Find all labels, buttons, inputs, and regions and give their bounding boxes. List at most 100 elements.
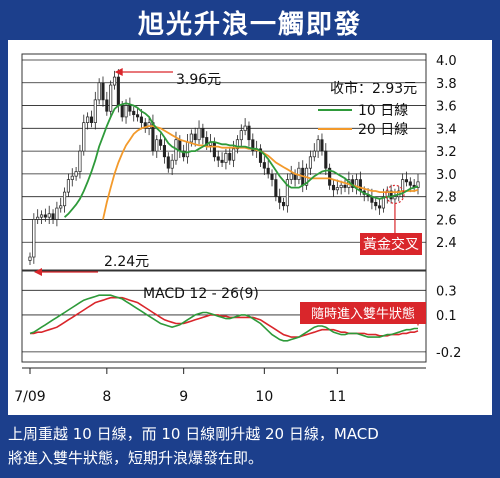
x-tick-label: 9 bbox=[179, 389, 188, 405]
close-price-label: 收市：2.93元 bbox=[330, 80, 417, 97]
candle-body bbox=[278, 196, 282, 203]
candle-body bbox=[216, 156, 220, 161]
candle-body bbox=[159, 139, 163, 146]
candle-body bbox=[239, 130, 243, 141]
candle-body bbox=[120, 105, 124, 118]
caption-line-1: 上周重越 10 日線，而 10 日線剛升越 20 日線，MACD bbox=[8, 425, 379, 443]
candle-body bbox=[116, 76, 120, 106]
low-price-label: 2.24元 bbox=[104, 254, 149, 270]
caption-line-2: 將進入雙牛狀態，短期升浪爆發在即。 bbox=[8, 449, 264, 467]
candle-body bbox=[66, 179, 70, 193]
candle-body bbox=[105, 99, 109, 112]
price-y-tick: 3.0 bbox=[436, 168, 457, 183]
candle-body bbox=[328, 167, 332, 186]
candle-body bbox=[243, 125, 247, 131]
candle-body bbox=[251, 139, 255, 152]
candle-body bbox=[101, 82, 105, 101]
candle-body bbox=[86, 116, 90, 123]
candle-body bbox=[166, 156, 170, 169]
candle-body bbox=[70, 175, 74, 180]
x-tick-label: 8 bbox=[102, 389, 111, 405]
price-y-tick: 4.0 bbox=[436, 54, 457, 69]
high-arrow-head bbox=[114, 68, 123, 76]
candle-body bbox=[128, 105, 132, 112]
candle-body bbox=[74, 171, 78, 177]
macd-annotation-label: 隨時進入雙牛狀態 bbox=[311, 306, 415, 322]
candle-body bbox=[289, 173, 293, 180]
candle-body bbox=[155, 139, 159, 152]
candle-body bbox=[51, 213, 55, 220]
candle-body bbox=[339, 184, 343, 188]
candle-body bbox=[324, 150, 328, 169]
candle-body bbox=[316, 139, 320, 152]
candle-body bbox=[228, 153, 232, 161]
candle-body bbox=[220, 159, 224, 163]
candle-body bbox=[343, 184, 347, 188]
candle-body bbox=[389, 190, 393, 200]
candle-body bbox=[93, 99, 97, 123]
caption: 上周重越 10 日線，而 10 日線剛升越 20 日線，MACD 將進入雙牛狀態… bbox=[8, 422, 492, 470]
candle-body bbox=[36, 216, 40, 220]
candle-body bbox=[285, 179, 289, 207]
high-price-label: 3.96元 bbox=[176, 72, 221, 88]
candle-body bbox=[162, 145, 167, 158]
candle-body bbox=[47, 213, 51, 218]
candle-body bbox=[205, 137, 209, 146]
candle-body bbox=[266, 167, 270, 175]
candle-body bbox=[401, 179, 405, 192]
candle-body bbox=[32, 219, 36, 258]
candle-body bbox=[189, 133, 193, 143]
candle-body bbox=[404, 179, 409, 183]
macd-title: MACD 12 - 26(9) bbox=[143, 286, 259, 302]
price-y-tick: 3.6 bbox=[436, 100, 457, 115]
candle-body bbox=[197, 127, 201, 141]
macd-y-tick: -0.2 bbox=[436, 346, 461, 361]
chart-area: 4.0 3.8 3.6 3.4 3.2 3.0 2.8 2.6 2.4 0.3 0.1 -0.2 7/0… bbox=[8, 40, 492, 415]
candle-body bbox=[55, 207, 59, 220]
candle-body bbox=[270, 173, 274, 180]
macd-annotation-box bbox=[300, 302, 426, 324]
candle-body bbox=[124, 105, 128, 118]
legend-label: 20 日線 bbox=[358, 122, 408, 138]
legend-label: 10 日線 bbox=[358, 103, 408, 119]
candle-body bbox=[143, 122, 147, 129]
candle-body bbox=[335, 187, 339, 191]
price-panel-border bbox=[21, 53, 427, 272]
candle-body bbox=[224, 153, 228, 163]
price-y-tick: 3.8 bbox=[436, 77, 457, 92]
price-y-tick: 2.4 bbox=[436, 236, 457, 251]
candle-body bbox=[320, 139, 324, 152]
candle-body bbox=[358, 179, 362, 192]
candle-body bbox=[331, 184, 336, 191]
low-arrow-head bbox=[34, 268, 42, 276]
candle-body bbox=[212, 141, 216, 158]
candle-body bbox=[170, 159, 174, 169]
candle-body bbox=[39, 214, 44, 218]
candle-body bbox=[28, 256, 32, 261]
candle-body bbox=[262, 162, 266, 169]
candle-body bbox=[182, 150, 186, 158]
candle-body bbox=[136, 114, 140, 118]
candle-body bbox=[393, 196, 397, 200]
candle-body bbox=[132, 110, 136, 116]
candle-body bbox=[258, 148, 263, 163]
candle-body bbox=[312, 150, 316, 158]
price-y-tick: 3.4 bbox=[436, 122, 457, 137]
macd-y-tick: 0.1 bbox=[436, 309, 457, 324]
candle-body bbox=[374, 202, 378, 207]
candle-body bbox=[378, 205, 382, 209]
golden-cross-label: 黃金交叉 bbox=[363, 236, 419, 253]
chart-title: 旭光升浪一觸即發 bbox=[137, 10, 362, 40]
candle-body bbox=[43, 214, 47, 218]
candle-body bbox=[247, 125, 251, 141]
candle-body bbox=[281, 202, 286, 207]
price-y-tick: 2.8 bbox=[436, 191, 457, 206]
golden-cross-marker bbox=[385, 184, 405, 204]
candle-body bbox=[381, 196, 385, 209]
header: 旭光升浪一觸即發 bbox=[0, 0, 500, 40]
candle-body bbox=[109, 84, 113, 112]
macd-y-tick: 0.3 bbox=[436, 284, 457, 299]
candle-body bbox=[201, 127, 205, 138]
price-y-tick: 2.6 bbox=[436, 213, 457, 228]
candle-body bbox=[82, 122, 86, 152]
